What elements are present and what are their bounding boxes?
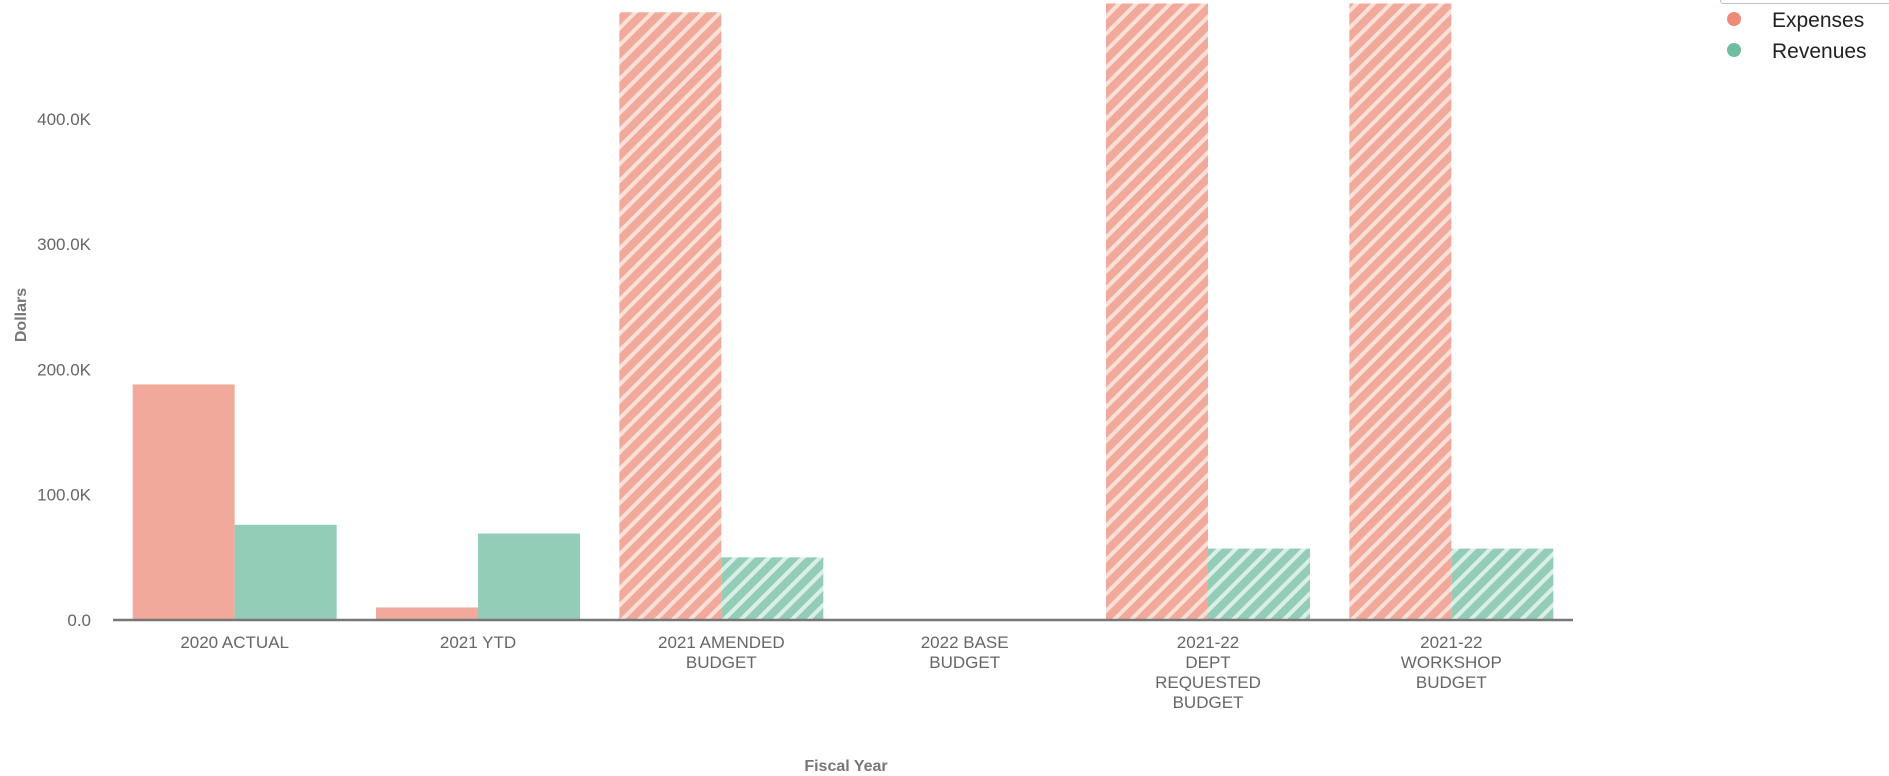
x-tick-label: 2020 ACTUAL: [180, 633, 289, 652]
y-tick-label: 400.0K: [37, 110, 92, 129]
x-tick-label: 2021-22 WORKSHOP BUDGET: [1401, 633, 1502, 692]
legend-label-expenses[interactable]: Expenses: [1772, 9, 1864, 32]
x-axis: 2020 ACTUAL 2021 YTD 2021 AMENDED BUDGET202…: [180, 633, 1502, 712]
x-tick-label-line: BUDGET: [686, 653, 757, 672]
bar-revenues-5[interactable]: [1451, 548, 1554, 620]
bar-expenses-4[interactable]: [1106, 3, 1208, 620]
bar-expenses-2[interactable]: [619, 12, 722, 620]
x-tick-label-line: BUDGET: [929, 653, 1000, 672]
x-tick-label-line: BUDGET: [1173, 693, 1244, 712]
bar-revenues-4[interactable]: [1208, 548, 1310, 620]
x-axis-title: Fiscal Year: [804, 758, 887, 775]
legend-frame: [1720, 0, 1889, 4]
bars-group: [132, 3, 1554, 620]
x-tick-label-line: REQUESTED: [1155, 673, 1261, 692]
x-tick-label-line: 2021 AMENDED: [658, 633, 785, 652]
y-axis: 0.0 100.0K 200.0K 300.0K 400.0K: [37, 110, 92, 630]
x-tick-label: 2021 YTD: [440, 633, 516, 652]
x-tick-label-line: BUDGET: [1416, 673, 1487, 692]
bar-expenses-5[interactable]: [1349, 3, 1452, 620]
x-tick-label-line: 2020 ACTUAL: [180, 633, 289, 652]
x-tick-label-line: 2021-22: [1177, 633, 1239, 652]
x-tick-label-line: 2021-22: [1420, 633, 1482, 652]
y-axis-title: Dollars: [13, 288, 30, 342]
x-tick-label-line: 2022 BASE: [921, 633, 1009, 652]
x-tick-label: 2021 AMENDED BUDGET: [658, 633, 785, 672]
legend-label-revenues[interactable]: Revenues: [1772, 40, 1867, 63]
x-tick-label-line: WORKSHOP: [1401, 653, 1502, 672]
y-tick-label: 200.0K: [37, 360, 92, 379]
y-tick-label: 300.0K: [37, 235, 92, 254]
bar-revenues-1[interactable]: [478, 533, 580, 620]
bar-expenses-1[interactable]: [376, 607, 478, 620]
legend: Expenses Revenues: [1727, 9, 1867, 63]
y-tick-label: 0.0: [67, 611, 91, 630]
x-tick-label: 2022 BASE BUDGET: [921, 633, 1009, 672]
x-tick-label-line: DEPT: [1185, 653, 1230, 672]
legend-marker-expenses: [1727, 12, 1741, 26]
y-tick-label: 100.0K: [37, 486, 92, 505]
bar-revenues-0[interactable]: [234, 524, 337, 620]
x-tick-label-line: 2021 YTD: [440, 633, 516, 652]
legend-marker-revenues: [1727, 43, 1741, 57]
bar-expenses-0[interactable]: [132, 384, 235, 620]
bar-revenues-2[interactable]: [721, 557, 824, 620]
x-tick-label: 2021-22 DEPT REQUESTED BUDGET: [1155, 633, 1261, 712]
